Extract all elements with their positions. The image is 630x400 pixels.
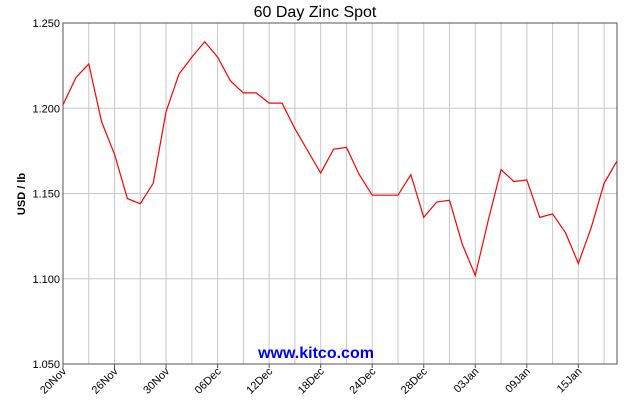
y-tick-label: 1.200 (32, 103, 60, 115)
x-tick-label: 03Jan (452, 366, 482, 396)
chart-title: 60 Day Zinc Spot (254, 4, 377, 21)
y-tick-label: 1.250 (32, 18, 60, 30)
x-tick-label: 06Dec (193, 365, 224, 396)
y-axis-ticks: 1.050 1.100 1.150 1.200 1.250 (32, 18, 60, 371)
x-tick-label: 24Dec (347, 365, 378, 396)
zinc-price-line (62, 40, 618, 278)
x-tick-label: 30Nov (141, 365, 172, 396)
x-tick-label: 28Dec (399, 365, 430, 396)
y-tick-label: 1.150 (32, 189, 60, 201)
x-tick-label: 26Nov (90, 365, 121, 396)
kitco-watermark: www.kitco.com (257, 345, 374, 362)
x-tick-label: 18Dec (296, 365, 327, 396)
y-axis-label: USD / lb (16, 173, 28, 215)
x-tick-label: 15Jan (555, 366, 585, 396)
x-axis-ticks: 20Nov 26Nov 30Nov 06Dec 12Dec 18Dec 24Dec 28Dec… (38, 364, 584, 397)
y-tick-label: 1.100 (32, 274, 60, 286)
plot-area-border (62, 22, 618, 365)
x-tick-label: 12Dec (244, 365, 275, 396)
x-tick-label: 09Jan (503, 366, 533, 396)
series-layer (62, 40, 618, 278)
y-tick-label: 1.050 (32, 359, 60, 371)
